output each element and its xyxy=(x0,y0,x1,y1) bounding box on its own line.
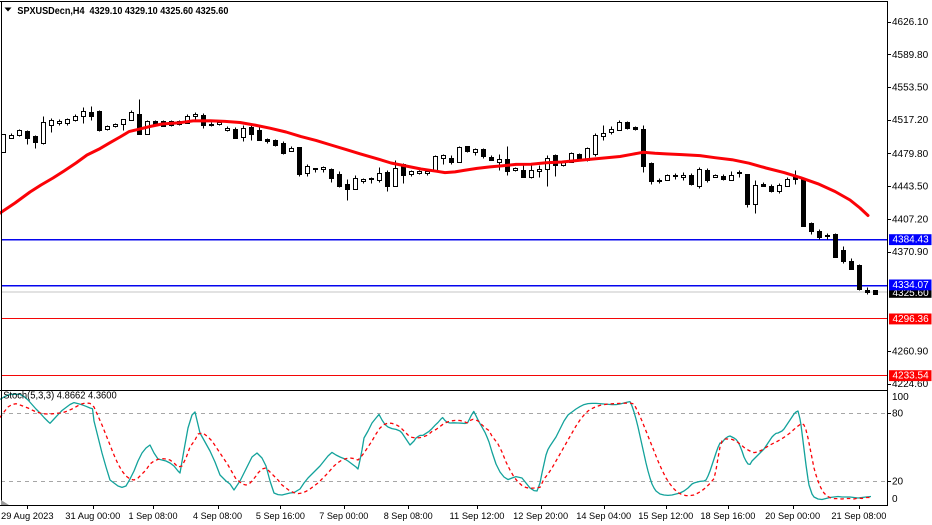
svg-text:4334.07: 4334.07 xyxy=(893,280,930,291)
svg-text:4296.36: 4296.36 xyxy=(893,314,930,325)
svg-text:20 Sep 00:00: 20 Sep 00:00 xyxy=(765,511,820,522)
svg-text:4260.90: 4260.90 xyxy=(892,346,929,357)
svg-text:4517.20: 4517.20 xyxy=(892,115,929,126)
svg-text:80: 80 xyxy=(892,409,904,420)
svg-text:100: 100 xyxy=(892,392,909,403)
svg-text:4407.20: 4407.20 xyxy=(892,214,929,225)
svg-text:15 Sep 12:00: 15 Sep 12:00 xyxy=(638,511,693,522)
svg-text:SPXUSDecn,H4 4329.10 4329.10: SPXUSDecn,H4 4329.10 4329.10 4325.60 432… xyxy=(17,6,228,17)
svg-text:31 Aug 00:00: 31 Aug 00:00 xyxy=(65,511,120,522)
svg-text:4233.54: 4233.54 xyxy=(893,371,930,382)
svg-text:11 Sep 12:00: 11 Sep 12:00 xyxy=(450,511,505,522)
svg-text:5 Sep 16:00: 5 Sep 16:00 xyxy=(256,511,305,522)
svg-text:4553.50: 4553.50 xyxy=(892,83,929,94)
svg-text:4443.50: 4443.50 xyxy=(892,182,929,193)
svg-text:4384.43: 4384.43 xyxy=(893,235,930,246)
svg-text:14 Sep 04:00: 14 Sep 04:00 xyxy=(576,511,631,522)
svg-text:29 Aug 2023: 29 Aug 2023 xyxy=(1,511,54,522)
svg-text:8 Sep 08:00: 8 Sep 08:00 xyxy=(384,511,433,522)
svg-text:4626.10: 4626.10 xyxy=(892,17,929,28)
svg-text:4325.60: 4325.60 xyxy=(893,288,930,299)
svg-text:Stoch(5,3,3) 4.8662 4.3600: Stoch(5,3,3) 4.8662 4.3600 xyxy=(3,391,117,402)
svg-text:20: 20 xyxy=(892,477,904,488)
svg-text:1 Sep 08:00: 1 Sep 08:00 xyxy=(129,511,178,522)
svg-text:4589.80: 4589.80 xyxy=(892,50,929,61)
svg-text:21 Sep 08:00: 21 Sep 08:00 xyxy=(831,511,886,522)
svg-text:18 Sep 16:00: 18 Sep 16:00 xyxy=(700,511,755,522)
svg-text:12 Sep 20:00: 12 Sep 20:00 xyxy=(513,511,568,522)
svg-text:0: 0 xyxy=(892,494,898,505)
svg-text:4370.90: 4370.90 xyxy=(892,247,929,258)
svg-text:4224.60: 4224.60 xyxy=(892,379,929,390)
svg-text:4479.80: 4479.80 xyxy=(892,149,929,160)
svg-text:7 Sep 00:00: 7 Sep 00:00 xyxy=(319,511,368,522)
svg-text:4 Sep 08:00: 4 Sep 08:00 xyxy=(193,511,242,522)
